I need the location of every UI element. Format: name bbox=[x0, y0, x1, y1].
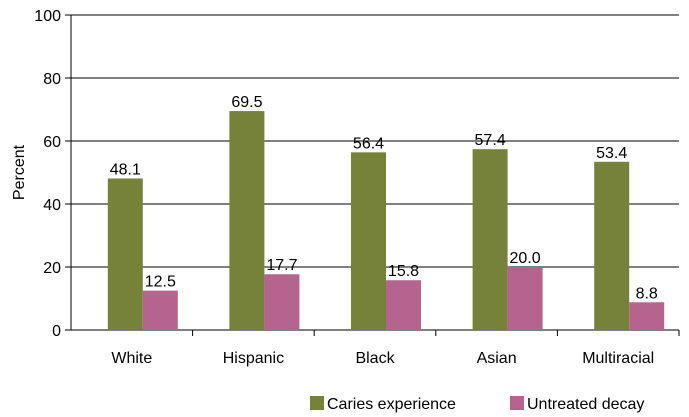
y-tick-label: 40 bbox=[43, 197, 61, 214]
y-axis-ticks: 0 20 40 60 80 100 bbox=[34, 8, 71, 340]
bar-asian-untreated-decay bbox=[507, 267, 543, 330]
legend-label: Untreated decay bbox=[527, 396, 644, 413]
y-tick-label: 20 bbox=[43, 260, 61, 277]
data-label: 15.8 bbox=[388, 263, 419, 280]
legend: Caries experience Untreated decay bbox=[310, 396, 644, 413]
gridlines bbox=[71, 14, 679, 268]
bar-multiracial-untreated-decay bbox=[629, 302, 665, 330]
bars bbox=[107, 111, 665, 330]
y-axis-title: Percent bbox=[11, 144, 28, 200]
x-category-label: Multiracial bbox=[582, 350, 654, 367]
x-category-label: Asian bbox=[477, 350, 517, 367]
bar-black-untreated-decay bbox=[386, 280, 421, 330]
data-label: 56.4 bbox=[353, 135, 384, 152]
data-label: 12.5 bbox=[145, 274, 176, 291]
data-label: 53.4 bbox=[596, 145, 627, 162]
data-label: 69.5 bbox=[231, 94, 262, 111]
data-label: 48.1 bbox=[110, 161, 141, 178]
legend-swatch-caries-experience bbox=[310, 396, 324, 410]
legend-swatch-untreated-decay bbox=[510, 396, 524, 410]
x-category-label: Hispanic bbox=[223, 350, 284, 367]
data-label: 57.4 bbox=[475, 132, 506, 149]
y-tick-label: 0 bbox=[52, 323, 61, 340]
data-labels: 48.1 12.5 69.5 17.7 56.4 15.8 57.4 20.0 53.4 8.8 bbox=[110, 94, 658, 302]
bar-black-caries-experience bbox=[351, 152, 386, 330]
y-tick-label: 100 bbox=[34, 8, 61, 25]
data-label: 8.8 bbox=[636, 285, 658, 302]
legend-label: Caries experience bbox=[327, 396, 456, 413]
y-tick-label: 60 bbox=[43, 134, 61, 151]
bar-multiracial-caries-experience bbox=[594, 161, 630, 330]
bar-asian-caries-experience bbox=[472, 149, 508, 330]
y-tick-label: 80 bbox=[43, 71, 61, 88]
bar-white-untreated-decay bbox=[142, 290, 178, 330]
bar-hispanic-caries-experience bbox=[229, 111, 265, 330]
bar-hispanic-untreated-decay bbox=[264, 274, 300, 330]
bar-white-caries-experience bbox=[107, 178, 143, 330]
data-label: 20.0 bbox=[510, 250, 541, 267]
data-label: 17.7 bbox=[266, 257, 297, 274]
x-category-label: White bbox=[111, 350, 152, 367]
category-labels: White Hispanic Black Asian Multiracial bbox=[111, 330, 680, 367]
x-category-label: Black bbox=[355, 350, 395, 367]
